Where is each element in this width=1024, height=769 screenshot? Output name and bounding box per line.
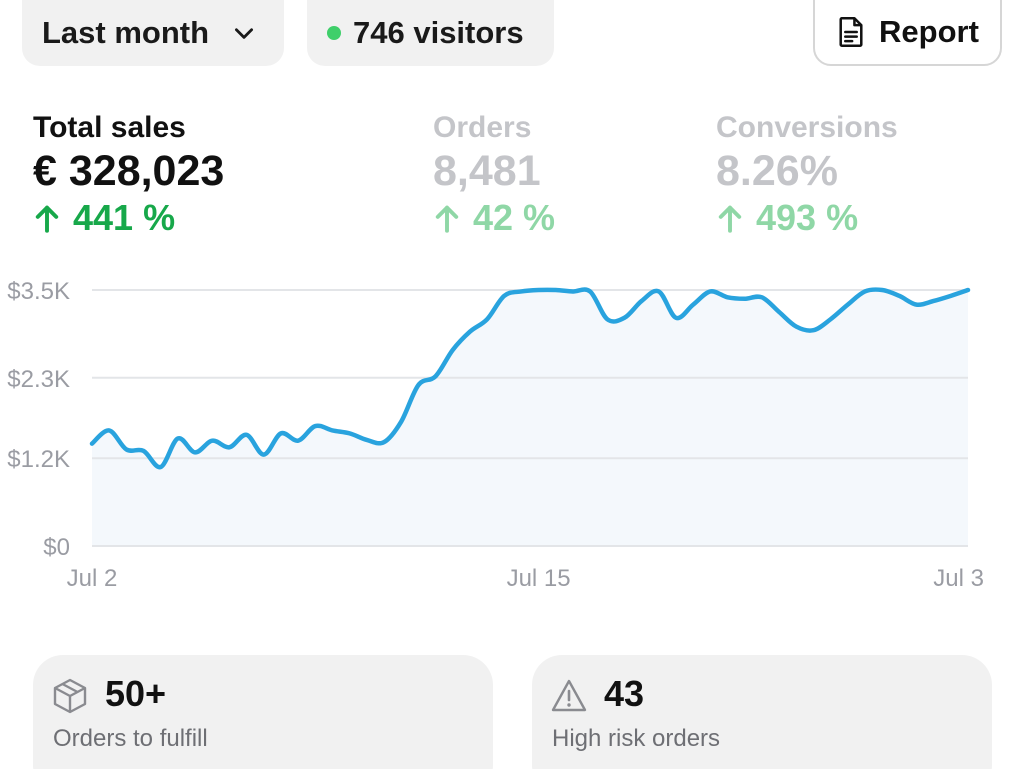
metric-label: Total sales (33, 111, 186, 144)
metric-total-sales[interactable]: Total sales € 328,023 441 % (33, 110, 224, 240)
y-tick-label: $3.5K (7, 278, 70, 305)
card-label: Orders to fulfill (53, 725, 208, 752)
card-count: 50+ (105, 673, 167, 714)
date-range-label: Last month (42, 15, 210, 50)
metric-orders[interactable]: Orders 8,481 42 % (433, 110, 555, 240)
x-tick-label: Jul 3 (933, 565, 984, 592)
card-count: 43 (604, 673, 645, 714)
date-range-selector[interactable]: Last month (22, 0, 284, 66)
card-label: High risk orders (552, 725, 721, 752)
metric-value: 8.26% (716, 147, 838, 195)
metric-label: Orders (433, 111, 532, 144)
metric-change: 441 % (33, 196, 224, 240)
arrow-up-icon (435, 205, 459, 233)
y-tick-label: $0 (43, 534, 70, 561)
document-icon (839, 17, 863, 47)
metric-change: 42 % (433, 196, 555, 240)
arrow-up-icon (35, 205, 59, 233)
metric-value: 8,481 (433, 147, 541, 195)
metric-change-value: 42 % (473, 197, 556, 238)
orders-to-fulfill-card[interactable]: 50+ Orders to fulfill (33, 655, 493, 769)
chevron-down-icon (235, 28, 254, 39)
metric-label: Conversions (716, 111, 898, 144)
metric-change-value: 493 % (756, 197, 859, 238)
warning-icon (551, 679, 587, 712)
x-tick-label: Jul 2 (67, 565, 118, 592)
live-visitors-badge[interactable]: 746 visitors (307, 0, 554, 66)
report-button[interactable]: Report (813, 0, 1002, 66)
high-risk-orders-card[interactable]: 43 High risk orders (532, 655, 992, 769)
package-icon (53, 678, 87, 714)
metric-conversions[interactable]: Conversions 8.26% 493 % (716, 110, 898, 240)
chart-area-fill (92, 289, 968, 546)
metric-change-value: 441 % (73, 197, 176, 238)
sales-line-chart[interactable]: $0 $1.2K $2.3K $3.5K Jul 2 Jul 15 Jul 3 (0, 260, 1024, 600)
y-tick-label: $1.2K (7, 446, 70, 473)
metric-value: € 328,023 (33, 147, 225, 195)
metric-change: 493 % (716, 196, 898, 240)
visitors-label: 746 visitors (353, 15, 524, 50)
arrow-up-icon (718, 205, 742, 233)
x-tick-label: Jul 15 (507, 565, 571, 592)
live-dot-icon (327, 26, 341, 40)
y-tick-label: $2.3K (7, 366, 70, 393)
sales-series-line (89, 287, 971, 470)
report-label: Report (879, 14, 979, 49)
